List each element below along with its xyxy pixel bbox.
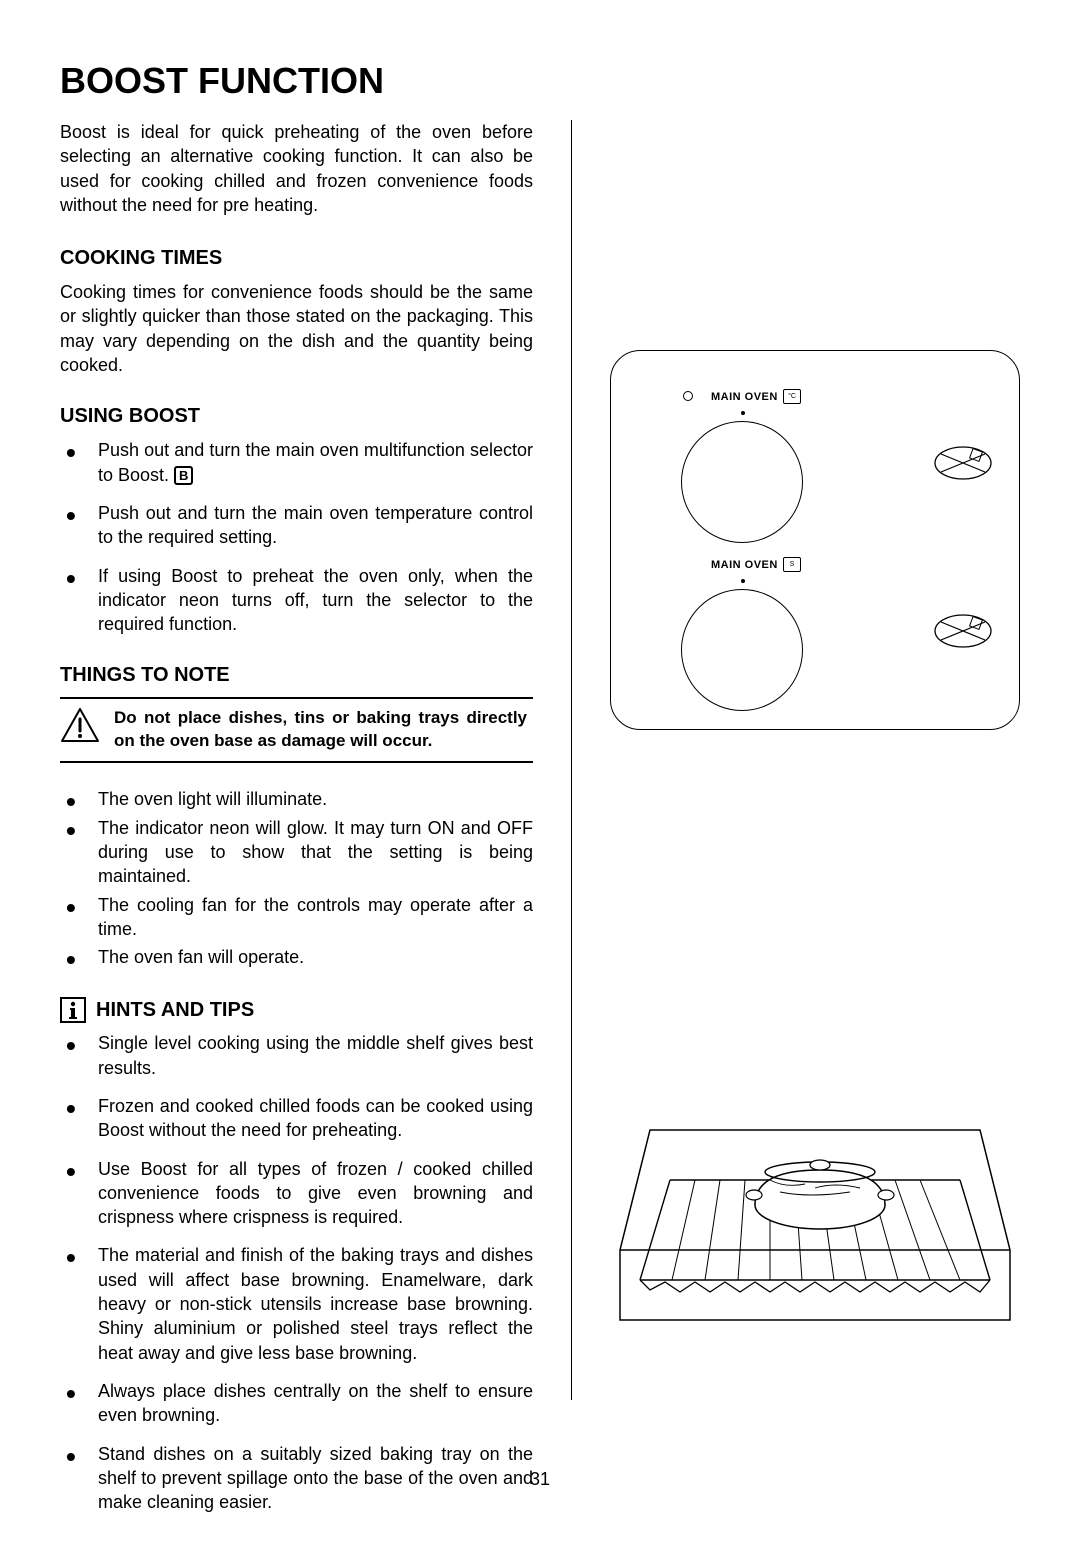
notes-list: The oven light will illuminate. The indi…	[60, 787, 533, 969]
list-item: The indicator neon will glow. It may tur…	[60, 816, 533, 889]
left-column: Boost is ideal for quick preheating of t…	[60, 120, 533, 1542]
panel-label-bottom: MAIN OVEN	[711, 559, 778, 571]
control-panel-illustration: MAIN OVEN °C MAIN OVEN S	[610, 350, 1020, 730]
hints-list: Single level cooking using the middle sh…	[60, 1031, 533, 1514]
boost-b-icon: B	[174, 466, 193, 485]
dial-bottom	[681, 589, 803, 711]
cooking-times-text: Cooking times for convenience foods shou…	[60, 280, 533, 377]
dial-top	[681, 421, 803, 543]
list-item: Push out and turn the main oven multifun…	[60, 438, 533, 487]
list-item: The oven light will illuminate.	[60, 787, 533, 811]
heading-cooking-times: COOKING TIMES	[60, 247, 533, 270]
temp-icon: °C	[783, 389, 801, 404]
page-title: BOOST FUNCTION	[60, 60, 1020, 102]
list-item: Push out and turn the main oven temperat…	[60, 501, 533, 550]
list-item: If using Boost to preheat the oven only,…	[60, 564, 533, 637]
selector-icon: S	[783, 557, 801, 572]
warning-triangle-icon	[60, 707, 100, 753]
heading-things-to-note: THINGS TO NOTE	[60, 664, 533, 687]
list-item: Frozen and cooked chilled foods can be c…	[60, 1094, 533, 1143]
using-boost-list: Push out and turn the main oven multifun…	[60, 438, 533, 636]
list-item: Single level cooking using the middle sh…	[60, 1031, 533, 1080]
heading-hints: HINTS AND TIPS	[96, 999, 254, 1022]
column-divider	[571, 120, 572, 1400]
knob-bottom	[933, 614, 993, 649]
two-column-layout: Boost is ideal for quick preheating of t…	[60, 120, 1020, 1542]
right-column: MAIN OVEN °C MAIN OVEN S	[610, 120, 1020, 1542]
heading-using-boost: USING BOOST	[60, 405, 533, 428]
list-item: The cooling fan for the controls may ope…	[60, 893, 533, 942]
info-square-icon	[60, 997, 86, 1023]
knob-top	[933, 446, 993, 481]
page-number: 31	[0, 1469, 1080, 1490]
oven-shelf-illustration	[610, 1110, 1020, 1340]
warning-note: Do not place dishes, tins or baking tray…	[60, 697, 533, 763]
hints-heading-row: HINTS AND TIPS	[60, 997, 533, 1023]
list-item-text: Push out and turn the main oven multifun…	[98, 440, 533, 484]
list-item: The oven fan will operate.	[60, 945, 533, 969]
list-item: The material and finish of the baking tr…	[60, 1243, 533, 1364]
panel-label-top: MAIN OVEN	[711, 391, 778, 403]
intro-paragraph: Boost is ideal for quick preheating of t…	[60, 120, 533, 217]
list-item: Always place dishes centrally on the she…	[60, 1379, 533, 1428]
warning-text: Do not place dishes, tins or baking tray…	[114, 707, 533, 753]
list-item: Use Boost for all types of frozen / cook…	[60, 1157, 533, 1230]
